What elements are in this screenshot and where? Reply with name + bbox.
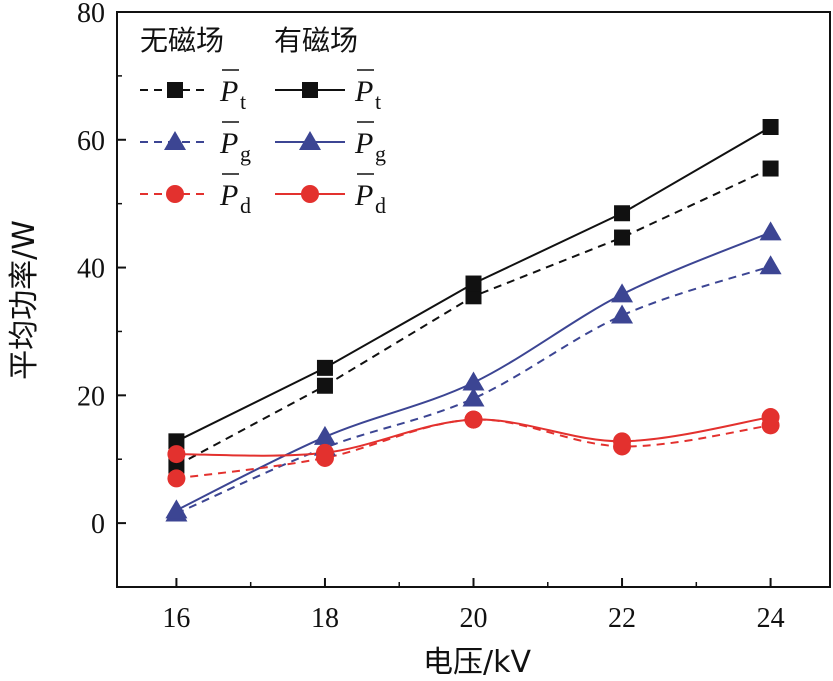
legend-symbol: P [354,75,373,108]
legend-subscript: g [240,141,251,166]
legend-marker-t [302,82,318,98]
axes-layer: 16 18 20 22 24 0 20 40 60 80 [77,0,831,634]
data-point-t-with-field [762,119,779,135]
data-point-d-no-field [167,469,186,488]
legend-header: 有磁场 [274,24,358,57]
legend-symbol: P [219,127,238,160]
data-point-g-with-field [759,221,782,241]
series-line-d-no-field [176,418,771,480]
data-point-t-no-field [465,288,482,305]
legend-subscript: d [375,193,386,218]
y-tick-label: 80 [77,0,105,29]
legend-header: 无磁场 [140,24,224,57]
legend-marker-d [166,185,184,203]
y-axis-label: 平均功率/W [7,220,42,380]
data-point-g-with-field [313,425,336,445]
data-point-d-with-field [464,410,483,429]
legend-symbol: P [354,179,373,212]
legend-subscript: t [375,89,381,114]
x-tick-label: 22 [608,603,636,634]
legend-symbol: P [219,75,238,108]
data-point-t-no-field [762,160,779,177]
data-point-t-no-field [614,229,631,246]
x-tick-label: 16 [162,603,190,634]
data-point-t-with-field [168,433,185,450]
x-axis-label: 电压/kV [423,645,531,680]
y-tick-label: 0 [91,509,105,540]
legend-symbol: P [219,179,238,212]
legend-subscript: g [375,141,386,166]
y-tick-label: 40 [77,254,105,285]
legend-subscript: d [240,193,251,218]
data-point-g-with-field [611,283,634,303]
data-point-d-with-field [167,445,186,464]
x-tick-label: 24 [757,603,785,634]
data-point-g-no-field [462,387,485,407]
data-point-g-no-field [759,255,782,275]
y-tick-label: 20 [77,381,105,412]
marker-layer [165,119,782,522]
data-point-t-with-field [614,205,631,222]
data-point-d-with-field [315,443,334,462]
legend-marker-g [299,131,321,150]
legend-subscript: t [240,89,246,114]
data-point-g-no-field [611,304,634,324]
data-point-g-with-field [462,371,485,391]
legend-marker-d [301,185,319,203]
data-point-d-with-field [761,408,780,427]
x-tick-label: 18 [311,603,339,634]
y-tick-label: 60 [77,126,105,157]
legend-marker-t [167,82,183,98]
data-point-t-with-field [316,359,333,376]
data-point-d-with-field [613,432,632,451]
legend-marker-g [164,131,186,150]
data-point-t-with-field [465,275,482,292]
data-point-g-with-field [165,499,188,519]
legend-symbol: P [354,127,373,160]
x-tick-label: 20 [460,603,488,634]
data-point-t-no-field [316,377,333,394]
